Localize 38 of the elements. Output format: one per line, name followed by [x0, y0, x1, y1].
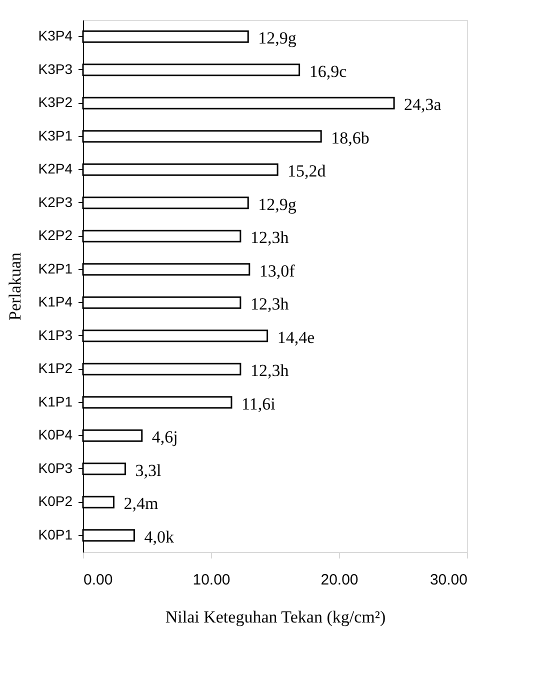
data-label: 12,3h — [250, 294, 290, 314]
data-label: 13,0f — [259, 261, 296, 280]
data-label: 18,6b — [331, 128, 370, 148]
data-label: 16,9c — [309, 62, 348, 81]
y-tick-label: K1P1 — [38, 393, 73, 410]
y-tick-label: K3P1 — [38, 127, 73, 144]
y-tick-label: K2P2 — [38, 227, 73, 244]
x-tick-label: 0.00 — [84, 572, 113, 588]
y-tick-label: K2P1 — [38, 260, 73, 276]
y-tick-label: K0P2 — [38, 493, 73, 510]
y-tick-label: K2P3 — [38, 194, 73, 210]
x-axis-title: Nilai Keteguhan Tekan (kg/cm²) — [165, 608, 386, 626]
data-label: 11,6i — [241, 394, 276, 414]
data-label: 12,3h — [250, 228, 290, 248]
y-tick-label: K0P4 — [38, 426, 73, 443]
y-tick-label: K0P1 — [38, 526, 73, 542]
data-label: 15,2d — [288, 162, 326, 181]
y-tick-label: K1P3 — [38, 326, 73, 343]
y-tick-label: K1P2 — [38, 360, 73, 376]
y-tick-label: K1P4 — [38, 294, 73, 310]
x-tick-label: 10.00 — [192, 572, 230, 588]
y-tick-label: K3P4 — [38, 28, 73, 44]
x-tick-label: 20.00 — [320, 572, 358, 588]
x-tick-label: 30.00 — [430, 572, 468, 588]
data-label: 2,4m — [124, 494, 158, 514]
y-axis-title: Perlakuan — [5, 252, 24, 320]
y-tick-label: K3P2 — [38, 94, 73, 110]
y-tick-label: K2P4 — [38, 160, 73, 177]
data-label: 4,6j — [152, 428, 178, 447]
data-label: 12,9g — [258, 28, 297, 48]
data-label: 12,9g — [258, 194, 297, 214]
data-label: 24,3a — [404, 95, 442, 114]
data-label: 4,0k — [144, 527, 174, 546]
data-label: 3,3l — [135, 460, 162, 480]
y-tick-label: K3P3 — [38, 60, 73, 77]
y-tick-label: K0P3 — [38, 460, 73, 476]
data-label: 12,3h — [250, 361, 290, 380]
data-label: 14,4e — [277, 328, 315, 347]
